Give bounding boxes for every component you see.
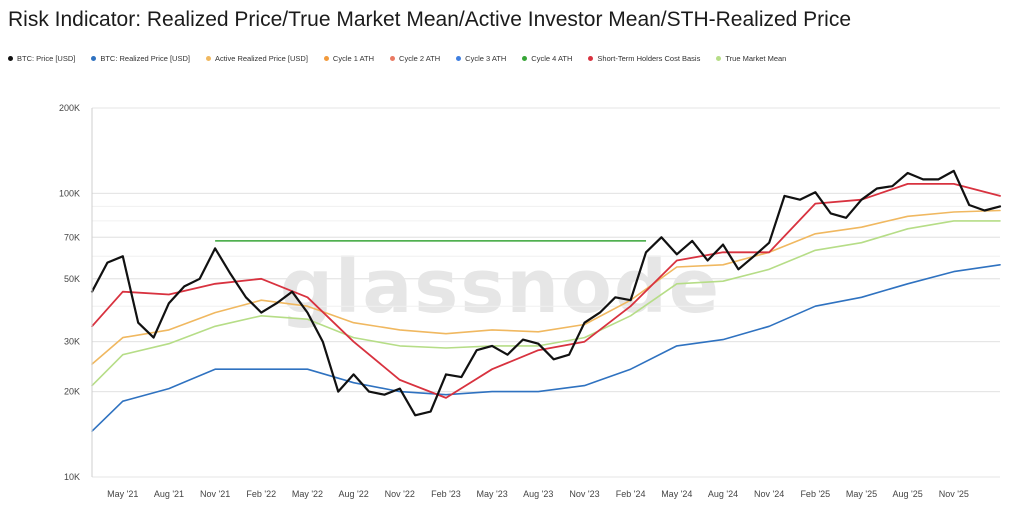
legend-item[interactable]: Short-Term Holders Cost Basis	[588, 54, 700, 63]
x-tick-label: Aug '21	[154, 489, 184, 499]
x-tick-label: Nov '25	[939, 489, 969, 499]
grid	[92, 107, 1000, 478]
legend-item[interactable]: BTC: Price [USD]	[8, 54, 75, 63]
x-tick-label: Aug '25	[893, 489, 923, 499]
series-line-sth-cost-basis	[91, 183, 1001, 399]
legend-dot-icon	[390, 56, 396, 61]
y-tick-label: 20K	[64, 387, 80, 397]
legend-label: Active Realized Price [USD]	[214, 54, 308, 63]
legend-label: Cycle 4 ATH	[531, 54, 573, 63]
series-line-active-realized-price	[91, 209, 1001, 365]
legend-dot-icon	[456, 56, 462, 61]
x-tick-label: Nov '24	[754, 489, 784, 499]
legend-item[interactable]: Cycle 2 ATH	[390, 54, 440, 63]
legend-label: BTC: Realized Price [USD]	[100, 54, 190, 63]
legend: BTC: Price [USD] BTC: Realized Price [USD…	[8, 54, 802, 63]
series-line-realized-price	[91, 264, 1001, 432]
legend-item[interactable]: BTC: Realized Price [USD]	[91, 54, 190, 63]
x-tick-label: Aug '22	[339, 489, 369, 499]
chart-title: Risk Indicator: Realized Price/True Mark…	[8, 8, 852, 31]
x-tick-label: May '22	[292, 489, 323, 499]
legend-dot-icon	[205, 56, 211, 61]
legend-label: Cycle 1 ATH	[332, 54, 375, 63]
legend-dot-icon	[8, 56, 13, 61]
legend-label: True Market Mean	[725, 54, 787, 63]
y-tick-label: 50K	[64, 274, 80, 284]
y-tick-label: 100K	[59, 188, 80, 198]
legend-label: Cycle 3 ATH	[465, 54, 507, 63]
legend-dot-icon	[588, 56, 594, 61]
series-line-true-market-mean	[91, 220, 1001, 387]
x-tick-label: Feb '25	[800, 489, 830, 499]
legend-label: Short-Term Holders Cost Basis	[597, 54, 701, 63]
y-tick-label: 200K	[59, 103, 80, 113]
x-tick-label: May '21	[107, 489, 138, 499]
x-tick-label: May '23	[477, 489, 508, 499]
legend-item[interactable]: True Market Mean	[716, 54, 786, 63]
x-tick-label: Nov '21	[200, 489, 230, 499]
axes: 10K 20K 30K 50K 70K 100K 200K May '21 Aug '21 Nov…	[59, 103, 969, 499]
legend-dot-icon	[522, 56, 528, 61]
legend-item[interactable]: Cycle 1 ATH	[323, 54, 375, 63]
x-tick-label: May '24	[661, 489, 692, 499]
y-tick-label: 70K	[64, 232, 80, 242]
x-tick-label: Aug '23	[523, 489, 553, 499]
x-tick-label: Nov '22	[385, 489, 415, 499]
y-tick-label: 30K	[64, 337, 80, 347]
legend-label: Cycle 2 ATH	[399, 54, 441, 63]
legend-item[interactable]: Active Realized Price [USD]	[205, 54, 308, 63]
watermark: glassnode	[280, 244, 721, 330]
series-line-btc-price	[90, 169, 1002, 417]
y-tick-label: 10K	[64, 472, 80, 482]
series-layer	[90, 169, 1002, 432]
legend-dot-icon	[716, 56, 722, 61]
x-tick-label: Feb '23	[431, 489, 461, 499]
x-tick-label: Aug '24	[708, 489, 738, 499]
legend-label: BTC: Price [USD]	[17, 54, 76, 63]
x-tick-label: May '25	[846, 489, 877, 499]
x-tick-label: Feb '22	[246, 489, 276, 499]
x-tick-label: Feb '24	[616, 489, 646, 499]
legend-item[interactable]: Cycle 4 ATH	[522, 54, 572, 63]
legend-dot-icon	[323, 56, 329, 61]
legend-item[interactable]: Cycle 3 ATH	[456, 54, 506, 63]
legend-dot-icon	[91, 56, 97, 61]
x-tick-label: Nov '23	[569, 489, 599, 499]
